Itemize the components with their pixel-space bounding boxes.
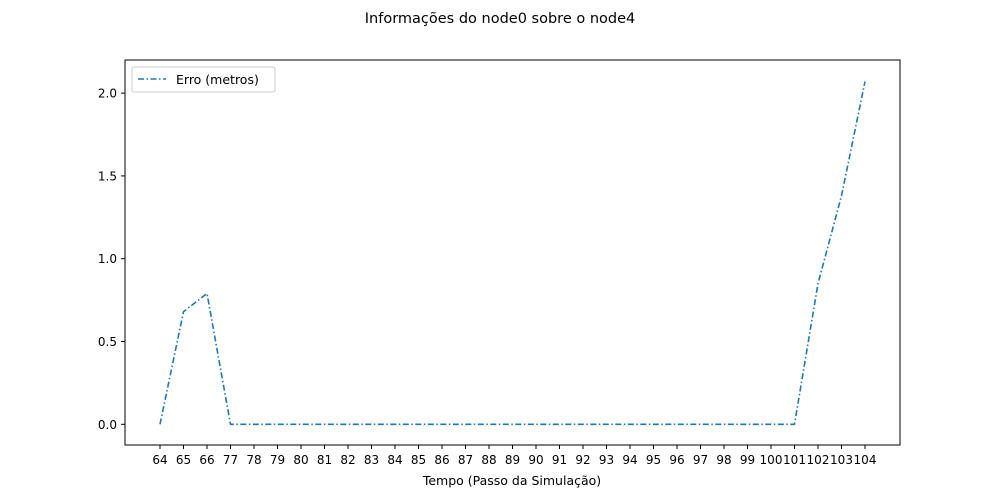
x-tick-label: 102 (807, 453, 830, 467)
legend-box (131, 66, 276, 93)
legend: Erro (metros) (131, 66, 276, 93)
x-tick-label: 86 (434, 453, 449, 467)
x-tick-label: 84 (387, 453, 402, 467)
x-tick-label: 66 (199, 453, 214, 467)
plot-area: 64 65 66 77 78 79 80 81 82 83 84 85 86 87 88 89 90 91 92 93… (98, 81, 877, 467)
x-tick-label: 77 (223, 453, 238, 467)
x-tick-label: 101 (783, 453, 806, 467)
x-tick-label: 81 (317, 453, 332, 467)
x-axis-label: Tempo (Passo da Simulação) (422, 473, 601, 488)
x-tick-label: 98 (716, 453, 731, 467)
x-tick-label: 79 (270, 453, 285, 467)
x-tick-label: 87 (458, 453, 473, 467)
y-tick-label: 0.5 (98, 335, 117, 349)
x-tick-label: 88 (481, 453, 496, 467)
chart-title: Informações do node0 sobre o node4 (365, 11, 636, 27)
legend-entry-label: Erro (metros) (176, 72, 259, 87)
x-tick-label: 94 (622, 453, 637, 467)
x-tick-label: 95 (646, 453, 661, 467)
x-tick-label: 92 (575, 453, 590, 467)
x-tick-label: 89 (505, 453, 520, 467)
x-tick-label: 97 (693, 453, 708, 467)
x-tick-label: 64 (152, 453, 167, 467)
series-line (159, 81, 866, 426)
x-tick-label: 100 (760, 453, 783, 467)
x-tick-label: 90 (528, 453, 543, 467)
y-tick-label: 1.5 (98, 169, 117, 183)
x-tick-label: 103 (830, 453, 853, 467)
x-tick-label: 78 (246, 453, 261, 467)
x-tick-label: 65 (176, 453, 191, 467)
x-tick-label: 82 (340, 453, 355, 467)
x-tick-label: 85 (411, 453, 426, 467)
x-tick-label: 80 (293, 453, 308, 467)
x-tick-label: 96 (669, 453, 684, 467)
y-tick-label: 0.0 (98, 418, 117, 432)
y-tick-label: 2.0 (98, 87, 117, 101)
x-tick-label: 93 (599, 453, 614, 467)
x-tick-label: 104 (854, 453, 877, 467)
y-tick-label: 1.0 (98, 252, 117, 266)
x-tick-label: 91 (552, 453, 567, 467)
x-tick-label: 83 (364, 453, 379, 467)
x-tick-label: 99 (740, 453, 755, 467)
axes-frame (124, 59, 901, 446)
